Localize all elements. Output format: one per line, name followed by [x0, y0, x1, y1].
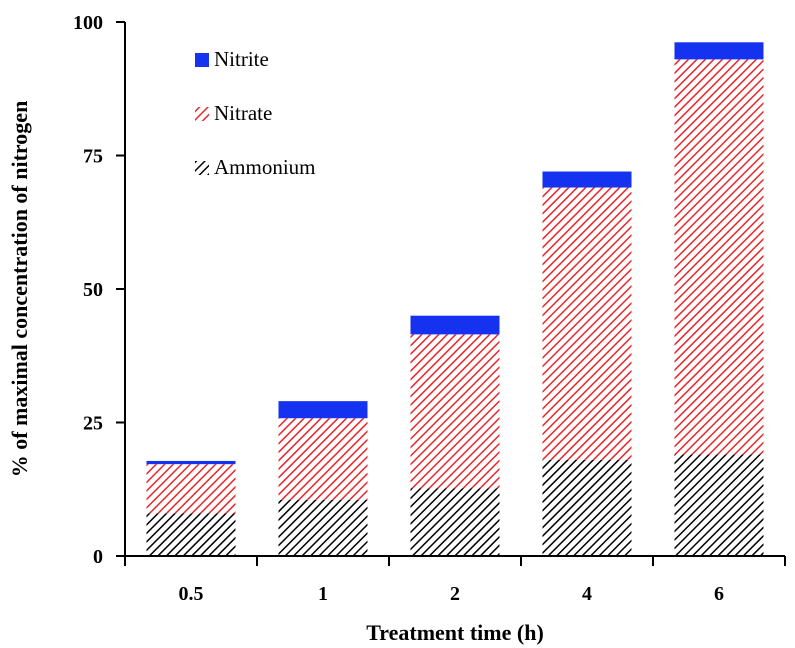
- y-tick-label: 75: [83, 146, 103, 168]
- bar-nitrate-0.5: [146, 464, 236, 514]
- legend-label-nitrate: Nitrate: [214, 101, 272, 125]
- bar-nitrate-2: [410, 334, 500, 489]
- bar-nitrate-6: [674, 59, 764, 455]
- bar-nitrate-1: [278, 418, 368, 500]
- y-axis-label: % of maximal concentration of nitrogen: [7, 101, 32, 478]
- x-tick-label: 1: [318, 583, 328, 605]
- bar-ammonium-1: [278, 499, 368, 556]
- bar-ammonium-2: [410, 488, 500, 556]
- bar-ammonium-6: [674, 454, 764, 556]
- y-tick-label: 100: [73, 12, 103, 34]
- y-tick-label: 25: [83, 413, 103, 435]
- y-tick-label: 50: [83, 279, 103, 301]
- y-ticks-group: 0 25 50 75 100: [73, 12, 125, 568]
- y-tick-label: 0: [93, 546, 103, 568]
- legend-label-nitrite: Nitrite: [214, 47, 269, 71]
- legend: Nitrite Nitrate Ammonium: [195, 47, 316, 179]
- bars-group: [146, 42, 764, 556]
- x-tick-label: 2: [450, 583, 460, 605]
- bar-ammonium-4: [542, 459, 632, 556]
- x-tick-label: 0.5: [179, 583, 204, 605]
- bar-nitrite-0.5: [146, 460, 236, 465]
- bar-nitrite-1: [278, 401, 368, 419]
- bar-nitrite-6: [674, 42, 764, 60]
- bar-nitrite-4: [542, 171, 632, 188]
- bar-ammonium-0.5: [146, 513, 236, 556]
- bar-nitrite-2: [410, 315, 500, 335]
- legend-label-ammonium: Ammonium: [214, 155, 316, 179]
- x-tick-label: 6: [714, 583, 724, 605]
- legend-swatch-nitrate: [195, 107, 209, 121]
- bar-nitrate-4: [542, 187, 632, 460]
- legend-swatch-ammonium: [195, 161, 209, 175]
- legend-swatch-nitrite: [195, 53, 209, 67]
- x-tick-label: 4: [582, 583, 592, 605]
- x-axis-label: Treatment time (h): [366, 620, 544, 645]
- x-ticks-group: 0.5 1 2 4 6: [124, 556, 786, 605]
